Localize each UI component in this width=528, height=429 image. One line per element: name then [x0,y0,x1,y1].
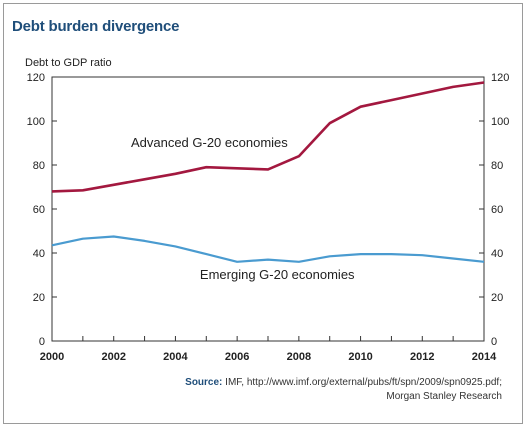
y-tick-label-right: 60 [491,204,503,216]
y-tick-label-right: 120 [491,72,509,84]
y-tick-label-left: 120 [27,72,45,84]
y-tick-label-left: 100 [27,116,45,128]
x-tick-label: 2008 [287,351,311,363]
y-tick-label-right: 80 [491,160,503,172]
x-tick-label: 2002 [101,351,125,363]
source-label: Source: [185,377,223,388]
y-tick-label-left: 80 [33,160,45,172]
series-label-emerging: Emerging G-20 economies [200,267,355,282]
series-line-advanced [51,81,485,193]
y-tick-label-left: 40 [33,248,45,260]
x-tick-label: 2000 [40,351,64,363]
y-tick-label-left: 20 [33,292,45,304]
x-tick-label: 2006 [225,351,249,363]
source-line-1: IMF, http://www.imf.org/external/pubs/ft… [225,377,502,388]
y-tick-label-left: 0 [39,336,45,348]
x-tick-label: 2010 [348,351,372,363]
series-line-emerging [51,235,485,263]
chart-title: Debt burden divergence [12,18,180,35]
x-tick-label: 2012 [410,351,434,363]
y-tick-label-right: 40 [491,248,503,260]
y-tick-label-right: 20 [491,292,503,304]
y-tick-label-left: 60 [33,204,45,216]
series-label-advanced: Advanced G-20 economies [131,135,288,150]
series-group [51,81,485,263]
source-line-2: Morgan Stanley Research [386,391,502,402]
axes: 0 0 20 20 40 40 60 60 80 80 100 100 120 120 2000 2002 20… [27,72,510,363]
x-tick-label: 2014 [472,351,497,363]
y-axis-label: Debt to GDP ratio [25,57,112,69]
x-tick-label: 2004 [163,351,188,363]
y-tick-label-right: 0 [491,336,497,348]
y-tick-label-right: 100 [491,116,509,128]
plot-area-border [51,76,485,342]
annotations: Advanced G-20 economies Emerging G-20 eco… [131,135,355,282]
source-note: Source: IMF, http://www.imf.org/external… [122,376,502,404]
chart-frame [3,3,523,424]
